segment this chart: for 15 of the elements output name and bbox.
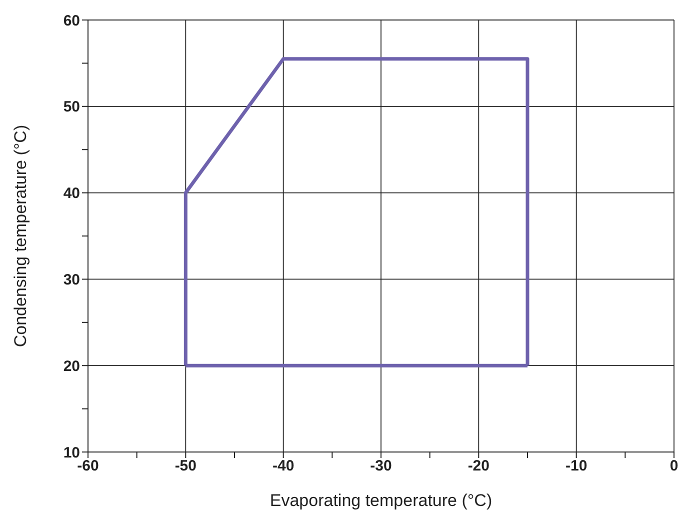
- x-tick-label: 0: [670, 458, 678, 475]
- x-tick-label: -10: [565, 458, 588, 475]
- y-tick-label: 40: [63, 185, 80, 202]
- x-tick-label: -30: [370, 458, 392, 475]
- x-tick-label: -40: [272, 458, 294, 475]
- y-tick-label: 30: [63, 272, 80, 289]
- y-axis-title: Condensing temperature (°C): [11, 124, 30, 348]
- x-tick-label: -60: [77, 458, 99, 475]
- x-tick-label: -50: [174, 458, 197, 475]
- y-tick-label: 20: [63, 358, 80, 375]
- y-tick-label: 60: [63, 12, 80, 30]
- y-tick-label: 10: [63, 444, 80, 462]
- x-tick-label: -20: [468, 458, 490, 475]
- x-axis-title: Evaporating temperature (°C): [270, 491, 492, 510]
- y-tick-label: 50: [63, 98, 80, 116]
